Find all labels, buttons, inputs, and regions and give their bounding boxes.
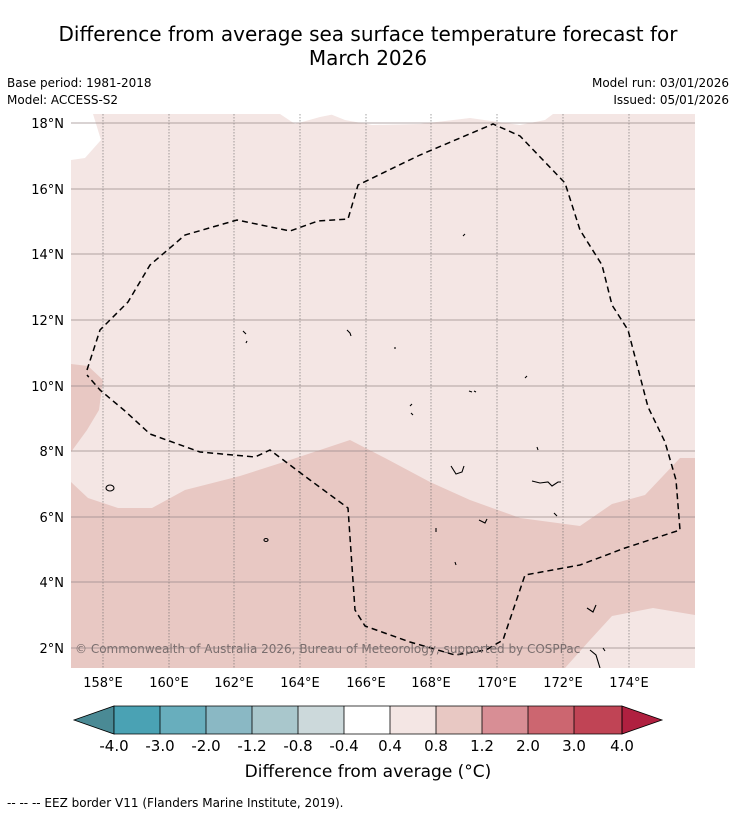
- white-region-top-left: [71, 114, 101, 160]
- map-area: © Commonwealth of Australia 2026, Bureau…: [71, 114, 695, 668]
- colorbar-tick: -4.0: [99, 737, 128, 755]
- latitude-labels: 18°N 16°N 14°N 12°N 10°N 8°N 6°N 4°N 2°N: [31, 117, 64, 657]
- islands: [105, 233, 606, 668]
- lat-label: 6°N: [40, 511, 65, 526]
- copyright-text: © Commonwealth of Australia 2026, Bureau…: [75, 642, 580, 656]
- colorbar-tick: -0.4: [329, 737, 358, 755]
- lat-label: 10°N: [31, 380, 64, 395]
- colorbar-tick: 3.0: [562, 737, 586, 755]
- longitude-labels: 158°E 160°E 162°E 164°E 166°E 168°E 170°…: [83, 676, 649, 691]
- meta-left: Base period: 1981-2018 Model: ACCESS-S2: [7, 75, 152, 109]
- colorbar-tick: -0.8: [283, 737, 312, 755]
- colorbar-tick: 0.8: [424, 737, 448, 755]
- model-run: Model run: 03/01/2026: [591, 76, 729, 90]
- medium-anomaly-south: [71, 440, 695, 668]
- colorbar-segment: [160, 706, 206, 734]
- lat-label: 12°N: [31, 314, 64, 329]
- colorbar-tick: 2.0: [516, 737, 540, 755]
- issued-date: Issued: 05/01/2026: [613, 93, 729, 107]
- colorbar-tick: -2.0: [191, 737, 220, 755]
- latitude-lines: [71, 122, 695, 649]
- lon-label: 162°E: [214, 676, 254, 691]
- model-name: Model: ACCESS-S2: [7, 93, 119, 107]
- lon-label: 168°E: [411, 676, 451, 691]
- colorbar-segment: [344, 706, 390, 734]
- colorbar: -4.0 -3.0 -2.0 -1.2 -0.8 -0.4 0.4 0.8 1.…: [72, 705, 664, 755]
- lon-label: 174°E: [609, 676, 649, 691]
- colorbar-title: Difference from average (°C): [244, 762, 492, 782]
- colorbar-min-extend: [72, 705, 115, 735]
- lon-label: 172°E: [543, 676, 583, 691]
- colorbar-tick: 1.2: [470, 737, 494, 755]
- colorbar-tick: 0.4: [378, 737, 402, 755]
- title-line-2: March 2026: [308, 46, 428, 70]
- meta-right: Model run: 03/01/2026 Issued: 05/01/2026: [592, 75, 729, 109]
- lat-label: 14°N: [31, 248, 64, 263]
- eez-border: [86, 123, 681, 656]
- graticule: [102, 114, 630, 668]
- white-region-top-right: [330, 114, 553, 125]
- colorbar-segment: [390, 706, 436, 734]
- map-title: Difference from average sea surface temp…: [0, 22, 736, 70]
- colorbar-segment: [252, 706, 298, 734]
- lat-label: 4°N: [40, 576, 65, 591]
- colorbar-segment: [482, 706, 528, 734]
- lat-label: 18°N: [31, 117, 64, 132]
- lon-label: 160°E: [149, 676, 189, 691]
- eez-footnote: -- -- -- EEZ border V11 (Flanders Marine…: [7, 796, 344, 810]
- base-period: Base period: 1981-2018: [7, 76, 152, 90]
- lat-label: 2°N: [40, 642, 65, 657]
- colorbar-segment: [114, 706, 160, 734]
- lon-label: 166°E: [346, 676, 386, 691]
- white-region-top-mid: [280, 114, 335, 124]
- colorbar-segment: [436, 706, 482, 734]
- colorbar-segment: [206, 706, 252, 734]
- lon-label: 170°E: [477, 676, 517, 691]
- title-line-1: Difference from average sea surface temp…: [58, 22, 678, 46]
- colorbar-tick: -1.2: [237, 737, 266, 755]
- lon-label: 158°E: [83, 676, 123, 691]
- colorbar-segment: [574, 706, 622, 734]
- colorbar-segment: [298, 706, 344, 734]
- lon-label: 164°E: [280, 676, 320, 691]
- colorbar-segment: [528, 706, 574, 734]
- lat-label: 16°N: [31, 183, 64, 198]
- colorbar-tick: -3.0: [145, 737, 174, 755]
- lat-label: 8°N: [40, 445, 65, 460]
- colorbar-tick: 4.0: [610, 737, 634, 755]
- colorbar-max-extend: [621, 705, 664, 735]
